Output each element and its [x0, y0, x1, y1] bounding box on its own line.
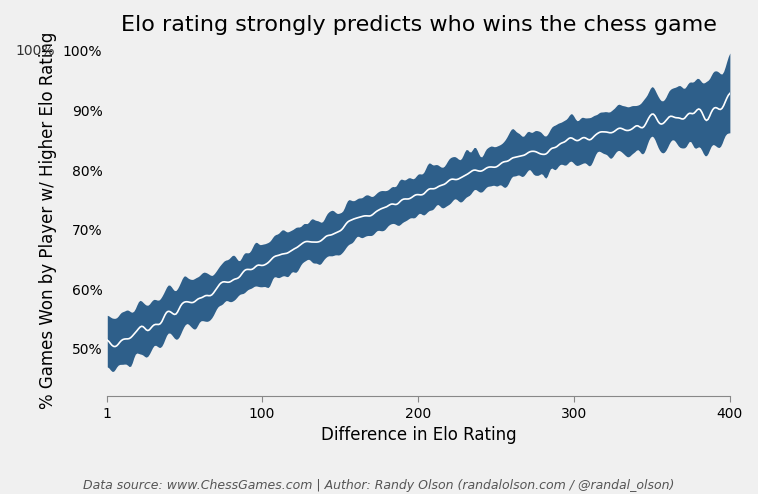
Text: 100%: 100% [15, 44, 55, 58]
Y-axis label: % Games Won by Player w/ Higher Elo Rating: % Games Won by Player w/ Higher Elo Rati… [39, 32, 58, 410]
X-axis label: Difference in Elo Rating: Difference in Elo Rating [321, 426, 516, 445]
Text: Data source: www.ChessGames.com | Author: Randy Olson (randalolson.com / @randal: Data source: www.ChessGames.com | Author… [83, 479, 675, 492]
Title: Elo rating strongly predicts who wins the chess game: Elo rating strongly predicts who wins th… [121, 15, 716, 35]
